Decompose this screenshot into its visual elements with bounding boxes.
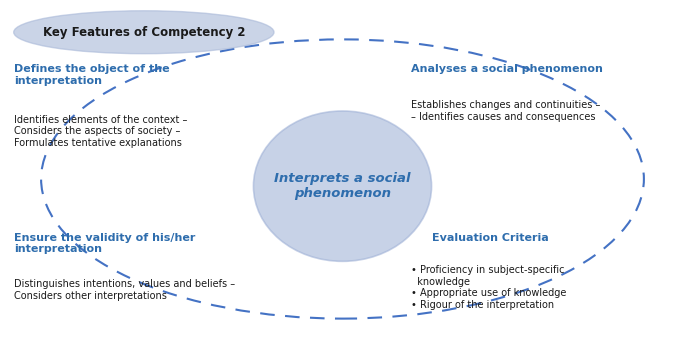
Text: • Proficiency in subject-specific
  knowledge
• Appropriate use of knowledge
• R: • Proficiency in subject-specific knowle…	[411, 265, 566, 310]
Text: Defines the object of the
interpretation: Defines the object of the interpretation	[14, 64, 169, 86]
Text: Distinguishes intentions, values and beliefs –
Considers other interpretations: Distinguishes intentions, values and bel…	[14, 279, 235, 301]
Text: Establishes changes and continuities –
– Identifies causes and consequences: Establishes changes and continuities – –…	[411, 100, 600, 122]
Ellipse shape	[14, 11, 274, 54]
Text: Interprets a social
phenomenon: Interprets a social phenomenon	[274, 172, 411, 200]
Text: Key Features of Competency 2: Key Features of Competency 2	[42, 26, 245, 39]
Ellipse shape	[253, 111, 432, 261]
Text: Identifies elements of the context –
Considers the aspects of society –
Formulat: Identifies elements of the context – Con…	[14, 115, 187, 148]
Text: Evaluation Criteria: Evaluation Criteria	[432, 233, 548, 243]
Text: Ensure the validity of his/her
interpretation: Ensure the validity of his/her interpret…	[14, 233, 195, 254]
Text: Analyses a social phenomenon: Analyses a social phenomenon	[411, 64, 603, 74]
